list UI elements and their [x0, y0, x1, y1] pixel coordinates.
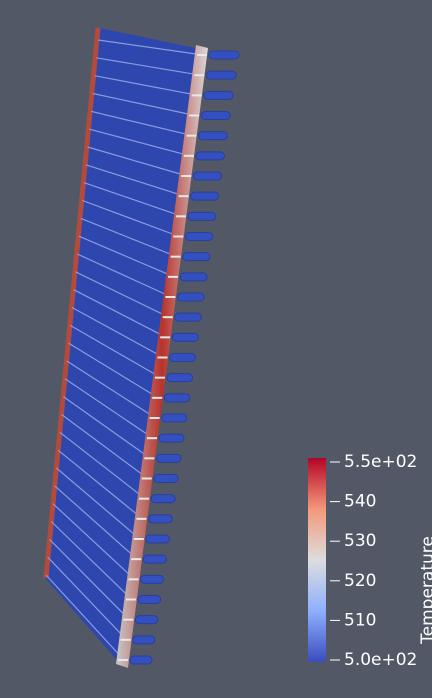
- fin-bend: [177, 293, 204, 301]
- stripe: [147, 437, 157, 439]
- fin-bend: [196, 152, 225, 160]
- stripe: [179, 195, 189, 197]
- fin-bend: [180, 273, 207, 281]
- fin-bend: [170, 354, 196, 362]
- fin-bend: [164, 394, 189, 402]
- stripe: [160, 336, 170, 338]
- fin-bend: [206, 71, 236, 79]
- stripe: [189, 115, 199, 117]
- stripe: [176, 215, 186, 217]
- stripe: [150, 417, 160, 419]
- stripe: [129, 578, 139, 580]
- tick-label: 540: [344, 492, 376, 512]
- fin-bend: [159, 434, 184, 442]
- render-view: Temperature 5.5e+02 540 530 520 510 5.0e+02: [0, 0, 432, 698]
- fin-bend: [204, 91, 233, 99]
- stripe: [134, 538, 144, 540]
- fin-bend: [209, 51, 239, 59]
- stripe: [155, 377, 165, 379]
- stripe: [165, 296, 175, 298]
- fin-bend: [143, 555, 166, 563]
- tick-label: 5.5e+02: [344, 452, 417, 472]
- tick-label: 530: [344, 531, 376, 551]
- tick-label: 5.0e+02: [344, 650, 417, 670]
- page: {"colorbar": {"title": "Temperature", "r…: [0, 0, 432, 698]
- fin-bend: [154, 475, 178, 483]
- stripe: [163, 316, 173, 318]
- fin-bend: [135, 616, 158, 624]
- fin-bend: [188, 212, 216, 220]
- stripe: [173, 236, 183, 238]
- stripe: [194, 74, 204, 76]
- fin-bend: [162, 414, 187, 422]
- fin-bend: [138, 596, 161, 604]
- fin-bend: [201, 112, 230, 120]
- fin-bend: [156, 454, 181, 462]
- stripe: [142, 478, 152, 480]
- stripe: [139, 498, 149, 500]
- fin-bend: [198, 132, 227, 140]
- color-scale: [308, 458, 326, 662]
- stripe: [144, 457, 154, 459]
- stripe: [192, 94, 202, 96]
- fin-bend: [151, 495, 175, 503]
- stripe: [181, 175, 191, 177]
- stripe: [186, 135, 196, 137]
- stripe: [121, 639, 131, 641]
- stripe: [184, 155, 194, 157]
- fin-bend: [175, 313, 202, 321]
- stripe: [123, 619, 133, 621]
- stripe: [126, 599, 136, 601]
- fin-bend: [183, 253, 210, 261]
- stripe: [168, 276, 178, 278]
- tick-label: 520: [344, 571, 376, 591]
- stripe: [158, 357, 168, 359]
- stripe: [152, 397, 162, 399]
- legend-title: Temperature: [418, 536, 432, 645]
- fin-bend: [146, 535, 170, 543]
- stripe: [136, 518, 146, 520]
- stripe: [131, 558, 141, 560]
- fin-bend: [148, 515, 172, 523]
- fin-bend: [133, 636, 155, 644]
- fin-bend: [167, 374, 193, 382]
- tick-label: 510: [344, 610, 376, 630]
- stripe: [171, 256, 181, 258]
- stripe: [197, 54, 207, 56]
- fin-bend: [172, 333, 198, 341]
- fin-bend: [141, 575, 164, 583]
- fin-bend: [185, 233, 213, 241]
- fin-bend: [130, 656, 152, 664]
- stripe: [118, 659, 128, 661]
- fin-bend: [191, 192, 219, 200]
- fin-bend: [193, 172, 221, 180]
